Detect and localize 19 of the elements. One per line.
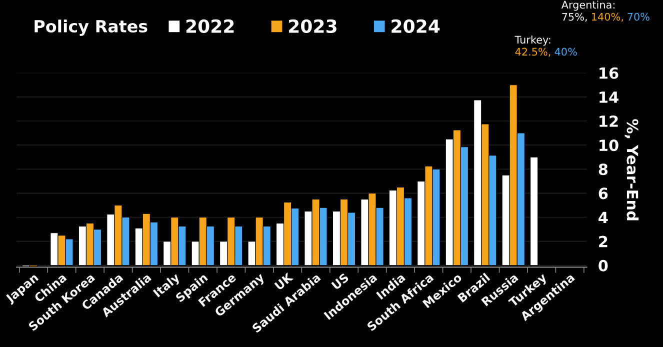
legend-label: 2023 (289, 19, 336, 33)
text: Turkey: (514, 36, 550, 46)
y-tick-label: 12 (600, 115, 618, 127)
y-tick-label: 16 (600, 67, 618, 79)
legend-label: 2024 (392, 19, 440, 33)
bar (530, 156, 538, 266)
text: Argentina: (561, 0, 614, 11)
text: 42.5%, 40% (515, 48, 577, 57)
legend-label: 2022 (186, 19, 234, 33)
y-tick-label: 2 (599, 236, 608, 248)
text: 75%, 140%, 70% (562, 12, 650, 22)
y-axis-title: %, Year-End (624, 119, 639, 220)
y-tick-label: 6 (598, 188, 608, 200)
chart-title: Policy Rates (34, 20, 148, 36)
y-tick-label: 14 (600, 92, 618, 103)
y-tick-label: 8 (598, 164, 608, 176)
y-tick-label: 0 (598, 260, 608, 272)
y-tick-label: 4 (598, 212, 608, 224)
y-tick-label: 10 (600, 140, 618, 152)
